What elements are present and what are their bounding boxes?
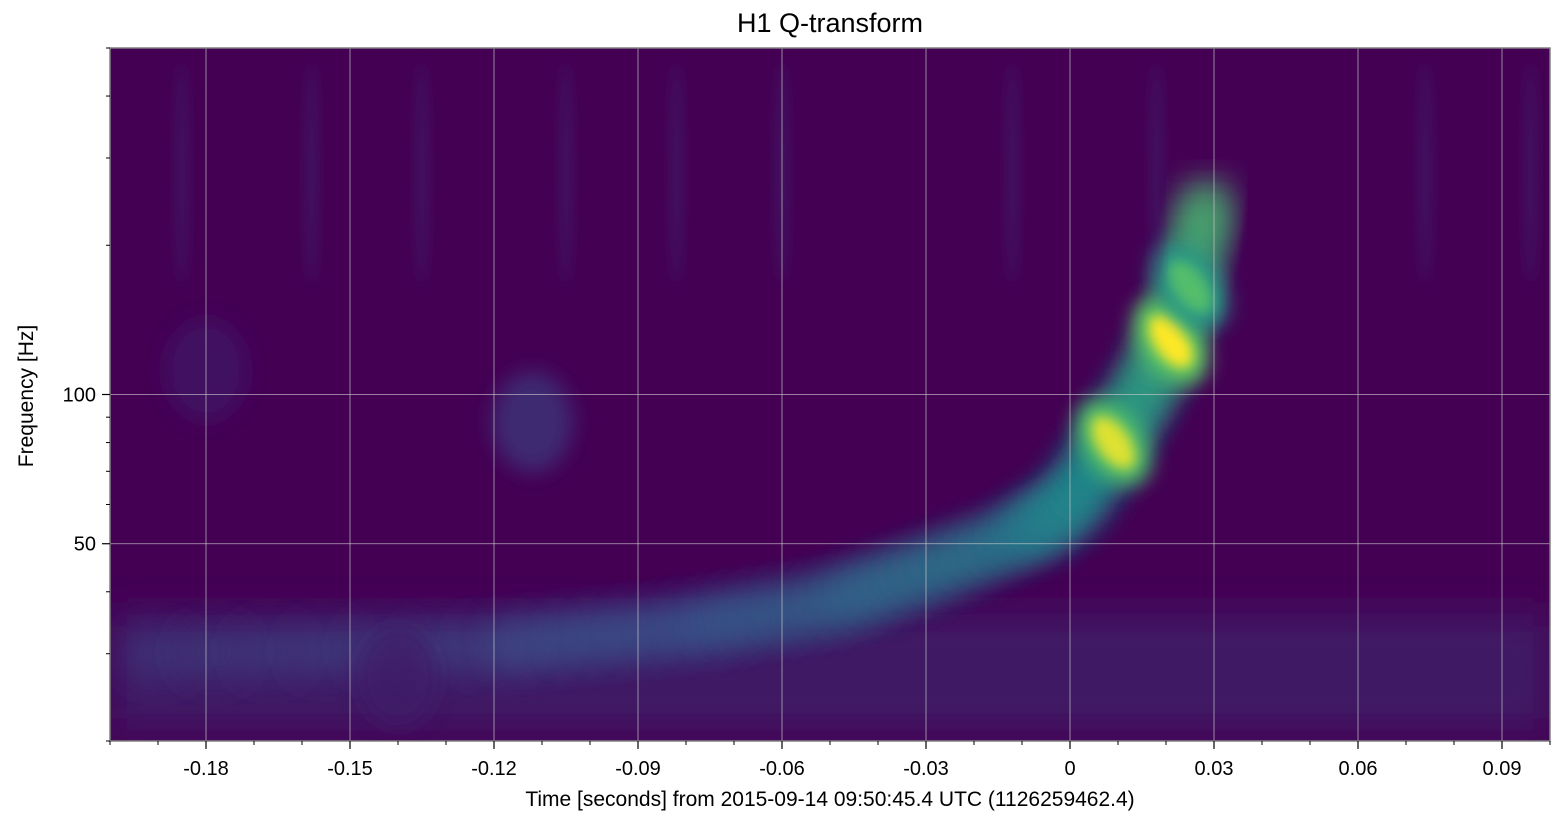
chirp-track-segment — [292, 624, 360, 676]
x-tick-label: -0.18 — [183, 758, 229, 780]
energy-peak — [1091, 416, 1135, 469]
chirp-track-segment — [124, 627, 192, 680]
noise-streak — [305, 62, 318, 283]
noise-streak — [1419, 62, 1432, 283]
noise-streak — [560, 62, 572, 283]
noise-streak — [416, 62, 428, 283]
energy-blob — [492, 372, 573, 473]
chart-title: H1 Q-transform — [736, 8, 924, 38]
chirp-track-segment — [236, 625, 304, 678]
grid — [110, 48, 1550, 741]
y-tick-label: 100 — [63, 385, 96, 407]
noise-streak — [1524, 62, 1537, 283]
x-tick-label: 0.09 — [1483, 758, 1522, 780]
x-tick-label: 0.06 — [1339, 758, 1378, 780]
x-tick-label: 0 — [1064, 758, 1075, 780]
x-axis-label: Time [seconds] from 2015-09-14 09:50:45.… — [525, 788, 1135, 811]
energy-peak — [1149, 315, 1193, 368]
x-tick-label: -0.09 — [615, 758, 661, 780]
noise-streak — [1006, 62, 1019, 283]
energy-peak — [1168, 260, 1212, 313]
chirp-track-segment — [180, 626, 248, 679]
chirp-track-segment — [1186, 179, 1228, 221]
x-tick-label: -0.06 — [759, 758, 805, 780]
energy-blob — [358, 626, 438, 727]
noise-streak — [176, 62, 188, 283]
x-tick-label: -0.03 — [903, 758, 949, 780]
x-tick-label: -0.12 — [471, 758, 517, 780]
y-axis: 50 100 — [63, 47, 110, 742]
x-axis: -0.18 -0.15 -0.12 -0.09 -0.06 -0.03 0 0.03 0.06 0… — [109, 741, 1551, 780]
y-tick-label: 50 — [74, 534, 96, 556]
x-tick-label: -0.15 — [327, 758, 373, 780]
noise-streak — [1150, 62, 1163, 283]
x-tick-label: 0.03 — [1195, 758, 1234, 780]
noise-streak — [670, 62, 683, 283]
